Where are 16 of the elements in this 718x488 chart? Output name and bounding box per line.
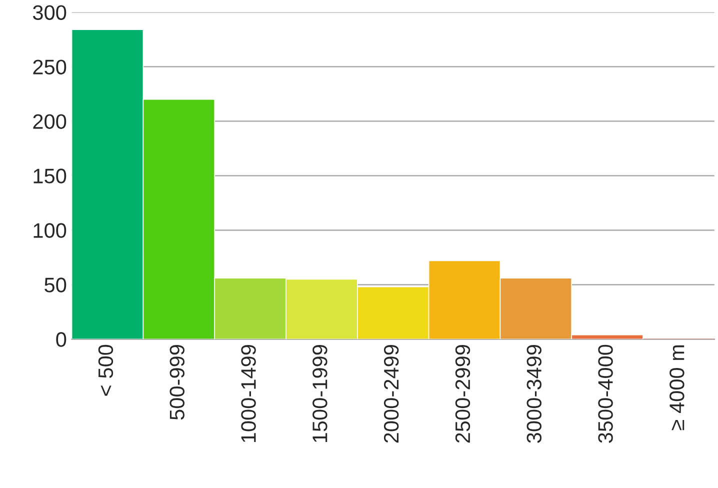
x-tick-label: 3500-4000 xyxy=(598,344,613,443)
y-tick-label: 300 xyxy=(32,5,66,20)
y-tick-label: 50 xyxy=(44,278,66,292)
y-tick-label: 0 xyxy=(56,332,66,347)
x-tick-label: ≥ 4000 m xyxy=(670,345,684,430)
x-tick-label: < 500 xyxy=(98,344,114,396)
x-tick-label: 1500-1999 xyxy=(312,345,328,442)
x-tick-label: 2000-2499 xyxy=(384,345,399,443)
x-tick-label: 1000-1499 xyxy=(241,345,256,442)
y-tick-label: 250 xyxy=(33,60,66,74)
x-tick-label: 500-999 xyxy=(170,345,184,420)
x-tick-label: 2500-2999 xyxy=(455,345,470,443)
y-tick-label: 200 xyxy=(33,114,66,129)
y-tick-label: 100 xyxy=(34,223,66,238)
y-tick-label: 150 xyxy=(34,168,66,184)
x-tick-label: 3000-3499 xyxy=(526,345,542,443)
